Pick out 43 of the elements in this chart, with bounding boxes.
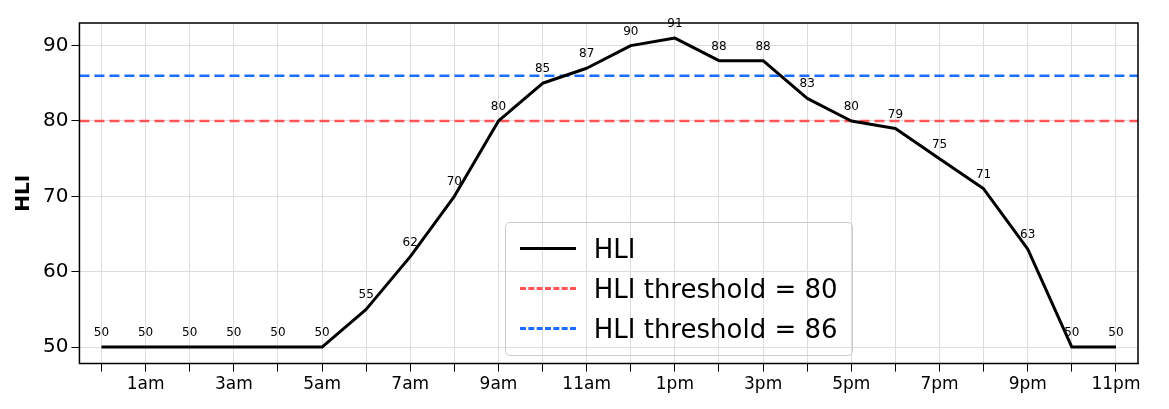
data-label: 50 <box>226 325 242 340</box>
x-tick-label: 3am <box>214 373 253 394</box>
data-label: 50 <box>1108 325 1124 340</box>
data-label: 50 <box>270 325 286 340</box>
data-label: 70 <box>446 174 462 189</box>
y-tick-label: 80 <box>43 107 69 132</box>
y-tick-label: 50 <box>43 333 69 358</box>
legend-label: HLI threshold = 80 <box>593 273 838 304</box>
legend-label: HLI threshold = 86 <box>593 313 838 344</box>
data-label: 50 <box>137 325 154 340</box>
data-label: 80 <box>490 99 507 114</box>
x-tick-label: 5am <box>303 373 341 394</box>
data-label: 80 <box>843 99 859 114</box>
data-label: 79 <box>887 106 904 121</box>
x-tick-label: 9pm <box>1008 373 1047 394</box>
data-label: 88 <box>755 38 771 53</box>
data-label: 83 <box>799 76 815 91</box>
data-label: 55 <box>358 287 374 302</box>
x-tick-label: 7pm <box>920 373 959 394</box>
data-label: 88 <box>711 38 727 53</box>
x-tick-label: 5pm <box>832 373 871 394</box>
data-label: 75 <box>931 136 948 151</box>
x-tick-label: 1am <box>126 373 165 394</box>
data-label: 63 <box>1020 227 1036 242</box>
x-tick-label: 9am <box>479 373 518 394</box>
y-tick-label: 70 <box>43 182 69 207</box>
x-tick-label: 1pm <box>655 373 694 394</box>
y-tick-label: 90 <box>43 31 69 56</box>
x-tick-label: 7am <box>391 373 430 394</box>
data-label: 71 <box>975 166 992 181</box>
data-label: 87 <box>579 46 595 61</box>
y-axis-title: HLI <box>10 174 35 212</box>
data-label: 50 <box>93 325 110 340</box>
legend-label: HLI <box>593 233 636 264</box>
y-tick-label: 60 <box>43 257 69 282</box>
x-tick-label: 11am <box>562 373 611 394</box>
x-tick-label: 11pm <box>1091 373 1141 394</box>
data-label: 50 <box>182 325 198 340</box>
data-label: 85 <box>534 61 551 76</box>
data-label: 50 <box>314 325 330 340</box>
x-tick-label: 3pm <box>744 373 783 394</box>
data-label: 62 <box>402 234 418 249</box>
data-label: 90 <box>623 23 639 38</box>
